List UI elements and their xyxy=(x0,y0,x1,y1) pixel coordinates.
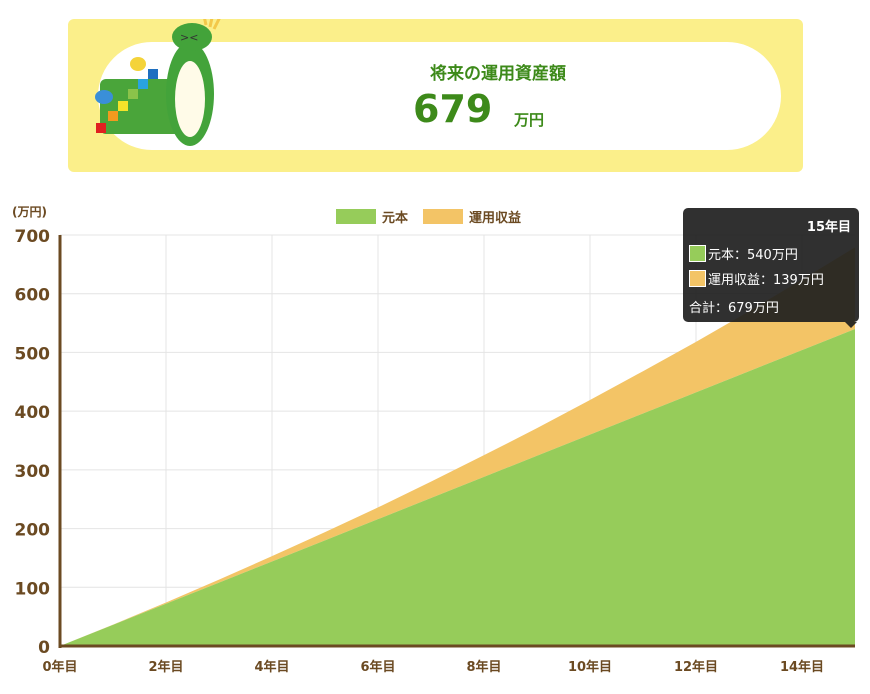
crocodile-mascot-icon: >< xyxy=(95,19,221,146)
x-tick-label: 4年目 xyxy=(254,659,289,675)
legend-swatch-principal xyxy=(336,209,376,224)
x-tick-label: 12年目 xyxy=(674,659,718,675)
y-tick-label: 500 xyxy=(15,344,51,364)
asset-banner: >< 将来の運用資産額 679 万円 xyxy=(68,19,803,172)
tooltip-total-text: 合計：679万円 xyxy=(689,301,779,316)
legend-label-return: 運用収益 xyxy=(469,210,521,226)
y-tick-label: 300 xyxy=(15,462,51,482)
tooltip-total: 合計：679万円 xyxy=(689,297,779,316)
y-tick-label: 400 xyxy=(15,403,51,423)
x-tick-label: 6年目 xyxy=(360,659,395,675)
svg-text:><: >< xyxy=(180,31,198,44)
banner-unit: 万円 xyxy=(514,111,545,129)
banner-title: 将来の運用資産額 xyxy=(430,64,566,84)
y-tick-label: 0 xyxy=(38,638,50,658)
tooltip-row-principal: 元本：540万円 xyxy=(689,244,798,263)
area-principal xyxy=(60,328,855,646)
legend-swatch-return xyxy=(423,209,463,224)
tooltip-principal-text: 元本：540万円 xyxy=(708,248,798,263)
x-tick-label: 14年目 xyxy=(780,659,824,675)
tooltip-row-return: 運用収益：139万円 xyxy=(689,269,824,288)
y-tick-label: 200 xyxy=(15,521,51,541)
y-tick-label: 600 xyxy=(15,286,51,306)
legend-label-principal: 元本 xyxy=(382,210,408,226)
tooltip-arrow xyxy=(845,322,857,328)
chart-tooltip: 15年目 元本：540万円 運用収益：139万円 合計：679万円 xyxy=(683,208,859,322)
banner-amount: 679 xyxy=(413,87,493,131)
x-tick-label: 2年目 xyxy=(148,659,183,675)
y-tick-label: 100 xyxy=(15,579,51,599)
x-tick-label: 8年目 xyxy=(466,659,501,675)
x-tick-label: 10年目 xyxy=(568,659,612,675)
y-tick-label: 700 xyxy=(15,227,51,247)
x-tick-label: 0年目 xyxy=(42,659,77,675)
tooltip-title: 15年目 xyxy=(806,220,851,235)
tooltip-return-text: 運用収益：139万円 xyxy=(708,273,824,288)
y-axis-label: (万円) xyxy=(12,205,47,219)
